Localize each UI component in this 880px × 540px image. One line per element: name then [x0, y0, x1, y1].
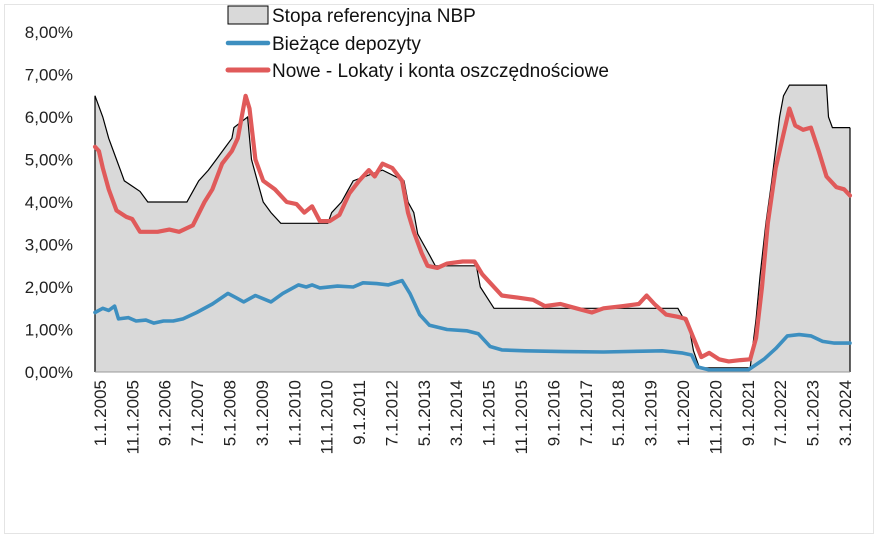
x-tick-label: 9.1.2016	[544, 380, 563, 446]
area-layer	[94, 84, 851, 372]
y-tick-label: 0,00%	[25, 363, 73, 382]
x-tick-label: 7.1.2007	[188, 380, 207, 446]
y-tick-label: 5,00%	[25, 151, 73, 170]
x-tick-label: 1.1.2015	[480, 380, 499, 446]
x-tick-label: 11.1.2010	[318, 380, 337, 454]
legend-label: Stopa referencyjna NBP	[272, 6, 476, 27]
x-tick-label: 11.1.2005	[123, 380, 142, 454]
x-tick-label: 5.1.2023	[804, 380, 823, 446]
series-area-fill	[95, 85, 850, 372]
x-tick-label: 7.1.2017	[577, 380, 596, 446]
series-line-2	[92, 93, 853, 364]
x-tick-label: 7.1.2022	[771, 380, 790, 446]
x-tick-label: 9.1.2006	[156, 380, 175, 446]
y-tick-label: 7,00%	[25, 66, 73, 85]
x-tick-label: 3.1.2009	[253, 380, 272, 446]
x-tick-label: 1.1.2005	[91, 380, 110, 446]
legend-swatch-area	[227, 5, 269, 25]
legend-label: Bieżące depozyty	[272, 34, 421, 55]
legend-label: Nowe - Lokaty i konta oszczędnościowe	[272, 61, 609, 82]
x-tick-label: 5.1.2018	[609, 380, 628, 446]
x-tick-label: 3.1.2019	[642, 380, 661, 446]
x-tick-label: 11.1.2015	[512, 380, 531, 454]
x-tick-label: 1.1.2010	[285, 380, 304, 446]
x-tick-label: 3.1.2014	[447, 380, 466, 446]
x-tick-label: 9.1.2021	[739, 380, 758, 446]
series-line-1	[93, 278, 852, 372]
x-tick-label: 5.1.2008	[221, 380, 240, 446]
y-tick-labels: 0,00% 1,00% 2,00% 3,00% 4,00% 5,00% 6,00% 7,00%…	[25, 23, 73, 382]
x-tick-label: 1.1.2020	[674, 380, 693, 446]
y-tick-label: 2,00%	[25, 278, 73, 297]
legend: Stopa referencyjna NBP Bieżące depozyty No…	[225, 5, 609, 82]
x-tick-label: 11.1.2020	[706, 380, 725, 454]
x-tick-label: 9.1.2011	[350, 380, 369, 445]
x-tick-label: 5.1.2013	[415, 380, 434, 446]
x-tick-label: 7.1.2012	[382, 380, 401, 446]
y-tick-label: 3,00%	[25, 236, 73, 255]
y-tick-label: 6,00%	[25, 108, 73, 127]
x-tick-labels: 1.1.2005 11.1.2005 9.1.2006 7.1.2007 5.1.200…	[91, 380, 855, 454]
y-tick-label: 4,00%	[25, 193, 73, 212]
y-tick-label: 1,00%	[25, 321, 73, 340]
line-layer	[92, 93, 853, 372]
x-tick-label: 3.1.2024	[836, 380, 855, 446]
y-tick-label: 8,00%	[25, 23, 73, 42]
